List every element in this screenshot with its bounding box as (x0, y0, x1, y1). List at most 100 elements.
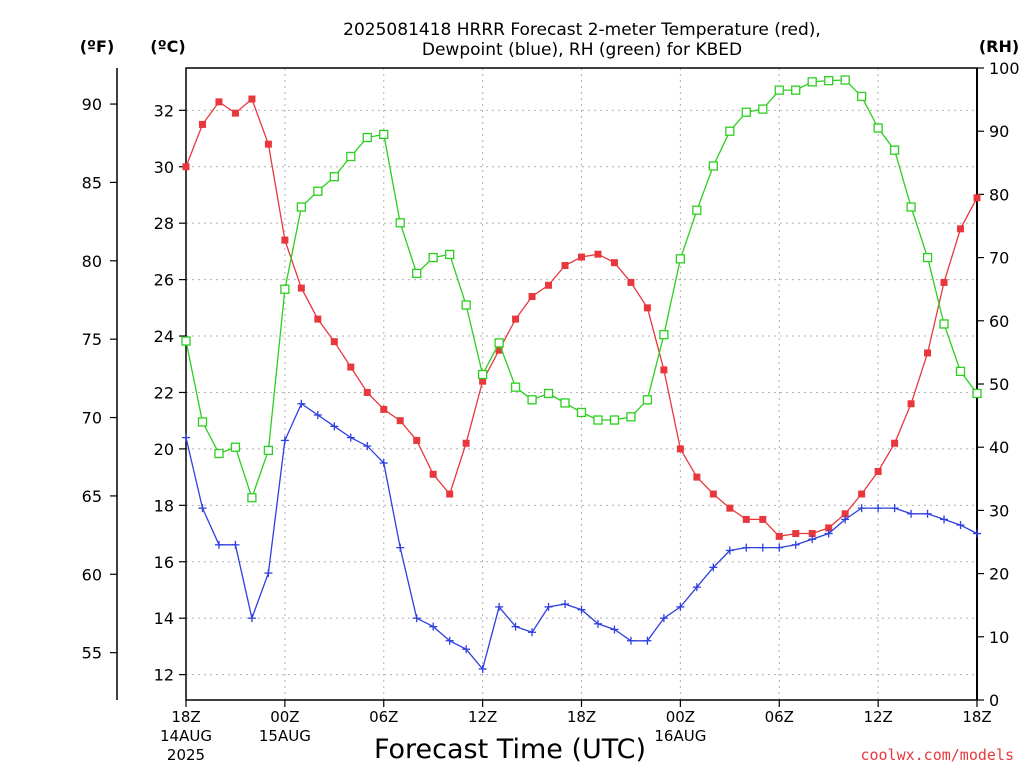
plot-frame (185, 67, 978, 701)
temperature-point (726, 504, 734, 512)
temperature-point (924, 349, 932, 357)
rh-tick-label: 0 (989, 691, 999, 710)
dewpoint-point (214, 540, 223, 549)
rh-point (889, 145, 900, 155)
temperature-point (462, 439, 470, 447)
rh-tick-label: 100 (989, 59, 1020, 78)
x-tick-label: 12Z (468, 708, 497, 726)
temperature-point (841, 510, 849, 518)
dewpoint-point (791, 540, 800, 549)
temperature-point (578, 253, 585, 261)
temperature-point (610, 259, 618, 267)
dewpoint-point (247, 614, 256, 623)
temperature-point (775, 532, 783, 540)
dewpoint-point (643, 636, 652, 645)
rh-point (181, 336, 191, 346)
dewpoint-point (297, 399, 306, 408)
rh-point (247, 493, 257, 503)
rh-point (527, 395, 537, 405)
temperature-point (347, 363, 355, 371)
rh-point (576, 407, 587, 418)
dewpoint-point (659, 614, 668, 623)
dewpoint-point (445, 636, 454, 645)
dewpoint-point (528, 628, 537, 637)
x-tick-year-label: 2025 (167, 746, 205, 764)
dewpoint-point (907, 509, 916, 518)
rh-point (955, 366, 966, 377)
temperature-point (297, 284, 305, 292)
temperature-point (660, 366, 668, 374)
dewpoint-point (857, 504, 866, 513)
temperature-point (957, 225, 965, 233)
dewpoint-point (231, 540, 240, 549)
dewpoint-point (412, 614, 421, 623)
temperature-point (396, 417, 404, 425)
x-tick-label: 18Z (962, 708, 991, 726)
rh-point (379, 129, 389, 140)
dewpoint-point (495, 602, 504, 611)
temperature-point (248, 95, 256, 103)
rh-point (510, 382, 521, 392)
temperature-series (182, 95, 981, 540)
temperature-point (281, 236, 289, 244)
rh-point (675, 254, 686, 264)
dewpoint-point (198, 504, 207, 513)
celsius-tick-label: 18 (154, 496, 174, 515)
celsius-tick-label: 14 (154, 609, 174, 628)
rh-tick-label: 70 (989, 249, 1009, 268)
x-tick-label: 06Z (765, 708, 794, 726)
temperature-point (198, 120, 206, 128)
rh-point (560, 398, 570, 408)
rh-point (642, 395, 653, 405)
rh-point (791, 85, 801, 95)
temperature-point (314, 315, 322, 323)
temperature-point (676, 445, 684, 453)
rh-point (741, 107, 751, 117)
dewpoint-point (923, 509, 932, 518)
rh-point (593, 415, 603, 425)
temperature-point (858, 490, 866, 498)
fahrenheit-tick-label: 90 (82, 95, 102, 114)
temperature-point (215, 98, 223, 106)
dewpoint-point (676, 602, 685, 611)
rh-tick-label: 40 (989, 438, 1009, 457)
temperature-point (231, 109, 239, 117)
temperature-point (528, 293, 536, 301)
celsius-tick-label: 12 (154, 666, 174, 685)
celsius-tick-label: 32 (154, 101, 174, 120)
dewpoint-point (429, 622, 438, 631)
rh-point (626, 412, 636, 422)
rh-point (692, 205, 702, 215)
dewpoint-point (379, 459, 388, 467)
rh-point (972, 388, 982, 399)
dewpoint-point (626, 636, 635, 645)
dewpoint-point (396, 543, 405, 552)
dewpoint-point (973, 529, 981, 538)
temperature-point (792, 530, 800, 538)
dewpoint-point (182, 433, 190, 442)
fahrenheit-tick-label: 65 (82, 487, 102, 506)
rh-point (824, 75, 834, 86)
chart-title-line1: 2025081418 HRRR Forecast 2-meter Tempera… (343, 20, 821, 40)
fahrenheit-tick-label: 80 (82, 252, 102, 271)
series-layer (181, 75, 982, 673)
x-tick-date-label: 15AUG (259, 727, 311, 745)
dewpoint-point (544, 602, 553, 611)
left-axis-unit-f: (ºF) (80, 37, 115, 56)
celsius-tick-label: 22 (154, 383, 174, 402)
temperature-point (907, 400, 915, 408)
temperature-point (759, 515, 767, 523)
fahrenheit-tick-label: 55 (82, 644, 102, 663)
dewpoint-point (346, 433, 355, 442)
rh-point (395, 218, 405, 228)
rh-point (362, 132, 372, 143)
dewpoint-point (511, 622, 520, 631)
dewpoint-point (561, 600, 570, 609)
dewpoint-point (709, 563, 718, 572)
rh-point (856, 91, 867, 102)
dewpoint-point (742, 543, 751, 552)
x-tick-label: 12Z (863, 708, 892, 726)
celsius-tick-label: 28 (154, 214, 174, 233)
temperature-point (940, 278, 948, 286)
